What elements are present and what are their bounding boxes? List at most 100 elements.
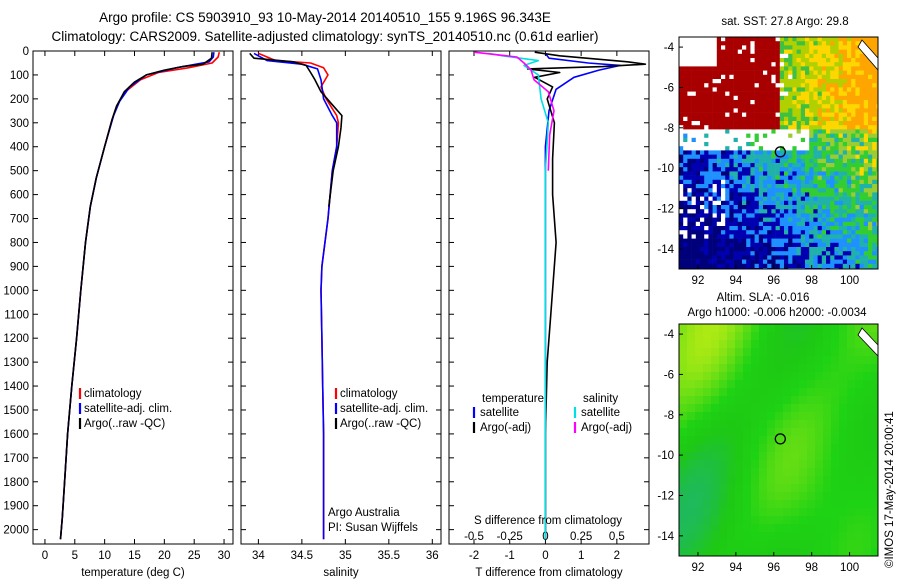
sla-cell (719, 444, 728, 453)
sst-cell (700, 70, 705, 76)
sst-cell (876, 255, 878, 260)
sst-cell (687, 53, 692, 59)
sla-cell (839, 508, 848, 517)
sst-cell (750, 226, 755, 231)
sst-cell (788, 95, 793, 101)
t-difference-xlabel: T difference from climatology (475, 567, 622, 579)
sst-cell (708, 95, 713, 101)
sst-cell (872, 70, 877, 76)
sst-cell (763, 41, 768, 46)
sst-cell (733, 158, 739, 164)
sst-cell (805, 221, 810, 227)
sst-cell (859, 150, 865, 155)
sst-cell (700, 259, 705, 265)
sla-cell (719, 356, 728, 365)
sst-cell (721, 62, 726, 67)
sst-cell (771, 37, 776, 42)
sst-cell (830, 226, 835, 231)
sst-cell (817, 150, 823, 155)
sst-cell (716, 226, 722, 231)
sst-cell (788, 112, 793, 118)
sla-cell (711, 460, 720, 469)
sla-cell (863, 372, 872, 381)
sst-cell (796, 53, 802, 59)
sst-cell (817, 226, 823, 231)
sst-cell (784, 70, 789, 76)
sla-cell (751, 508, 760, 517)
sst-cell (750, 133, 755, 139)
sla-cell (823, 324, 832, 333)
sla-cell (711, 332, 720, 341)
sst-cell (775, 100, 781, 105)
sst-cell (851, 259, 856, 265)
sst-cell (800, 137, 806, 143)
sla-cell (791, 380, 800, 389)
sst-cell (767, 217, 772, 223)
sst-cell (800, 66, 806, 71)
sla-cell (751, 388, 760, 397)
sla-cell (751, 460, 760, 469)
sst-cell (712, 112, 718, 118)
sla-cell (719, 348, 728, 357)
x-tick-label: 10 (98, 550, 111, 562)
sla-cell (711, 404, 720, 413)
sst-cell (700, 53, 705, 59)
sst-cell (868, 146, 873, 151)
sst-cell (725, 83, 730, 88)
sla-cell (735, 324, 744, 333)
sst-cell (851, 196, 856, 202)
sst-cell (708, 238, 713, 244)
sst-cell (834, 171, 839, 176)
sst-cell (805, 217, 810, 223)
sst-cell (805, 238, 810, 244)
s-diff-tick-label: 0.5 (609, 531, 625, 543)
sst-cell (800, 100, 806, 105)
sst-cell (763, 91, 768, 97)
sst-cell (708, 263, 713, 269)
sst-cell (851, 251, 856, 256)
sst-cell (813, 53, 818, 59)
sst-cell (691, 104, 697, 109)
sst-cell (826, 129, 831, 134)
sla-cell (711, 364, 720, 373)
sst-cell (809, 192, 814, 197)
sst-cell (842, 221, 848, 227)
temperature-xlabel: temperature (deg C) (81, 567, 185, 579)
sst-cell (834, 158, 839, 164)
sst-cell (708, 230, 713, 235)
sst-cell (847, 184, 852, 189)
sla-cell (871, 420, 878, 429)
sst-cell (792, 41, 797, 46)
sst-cell (851, 205, 856, 210)
sst-cell (712, 184, 718, 189)
sst-cell (792, 259, 797, 265)
sst-cell (788, 133, 793, 139)
sst-cell (775, 137, 781, 143)
sst-cell (771, 167, 776, 172)
sst-cell (855, 49, 860, 55)
sst-cell (750, 142, 755, 147)
sla-cell (815, 548, 824, 556)
sst-cell (792, 116, 797, 122)
sst-cell (847, 41, 852, 46)
sla-cell (759, 364, 768, 373)
sst-cell (855, 95, 860, 101)
sst-cell (754, 163, 760, 168)
sla-cell (775, 364, 784, 373)
sst-cell (712, 95, 718, 101)
sla-cell (767, 388, 776, 397)
sst-cell (805, 70, 810, 76)
sst-cell (704, 41, 709, 46)
sla-cell (743, 364, 752, 373)
sst-cell (737, 154, 743, 160)
sla-cell (847, 524, 856, 533)
sst-cell (809, 234, 814, 239)
sst-cell (767, 213, 772, 218)
sst-cell (695, 221, 701, 227)
sst-cell (716, 74, 722, 80)
sla-cell (719, 532, 728, 541)
sla-cell (863, 436, 872, 445)
sla-cell (839, 484, 848, 493)
sla-cell (815, 388, 824, 397)
sst-cell (872, 87, 877, 92)
